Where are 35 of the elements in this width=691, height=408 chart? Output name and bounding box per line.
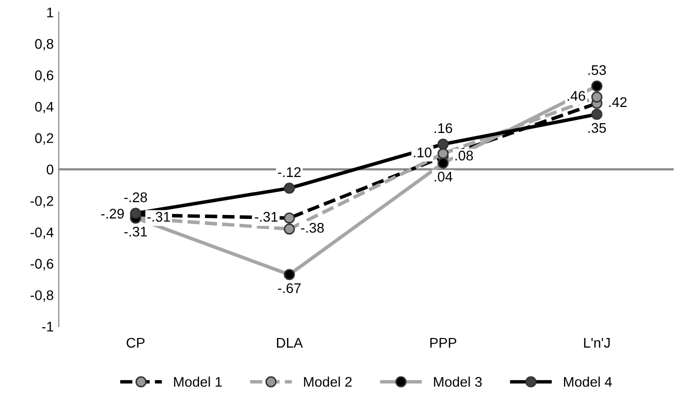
- y-tick-label: 0,4: [35, 102, 54, 114]
- data-label: .08: [455, 150, 473, 160]
- x-tick-label: DLA: [276, 338, 303, 348]
- y-tick-label: 0: [46, 164, 54, 174]
- legend-label: Model 4: [564, 376, 612, 387]
- data-label: .16: [434, 123, 452, 134]
- data-label: .53: [588, 65, 606, 75]
- y-tick-label: 1: [47, 8, 54, 18]
- y-tick-label: -0,6: [30, 258, 54, 270]
- legend-label: Model 3: [434, 376, 482, 387]
- data-label: .46: [568, 90, 586, 101]
- legend-label: Model 1: [174, 376, 222, 387]
- x-tick-label: PPP: [430, 338, 456, 348]
- legend-label: Model 2: [304, 376, 352, 387]
- data-label: -.38: [301, 222, 324, 233]
- data-label: -.67: [278, 283, 301, 294]
- data-label: .35: [588, 123, 606, 133]
- y-tick-label: 0,8: [35, 38, 54, 50]
- x-tick-label: L'n'J: [584, 338, 610, 348]
- y-tick-label: -0,2: [30, 196, 54, 208]
- data-label: .10: [414, 148, 432, 158]
- y-tick-label: -1: [42, 322, 54, 332]
- data-label: -.31: [254, 212, 278, 222]
- data-label: -.12: [278, 167, 301, 177]
- x-tick-label: CP: [126, 338, 145, 348]
- y-tick-label: 0,2: [35, 133, 54, 145]
- y-tick-label: 0,6: [35, 70, 54, 82]
- data-label: .42: [609, 97, 627, 107]
- y-tick-label: -0,4: [30, 227, 54, 239]
- data-label: -.31: [124, 226, 147, 237]
- data-label: -.31: [147, 212, 170, 222]
- y-tick-label: -0,8: [30, 290, 54, 302]
- data-label: .04: [434, 172, 452, 182]
- data-label: -.28: [124, 192, 147, 202]
- data-label: -.29: [101, 208, 124, 219]
